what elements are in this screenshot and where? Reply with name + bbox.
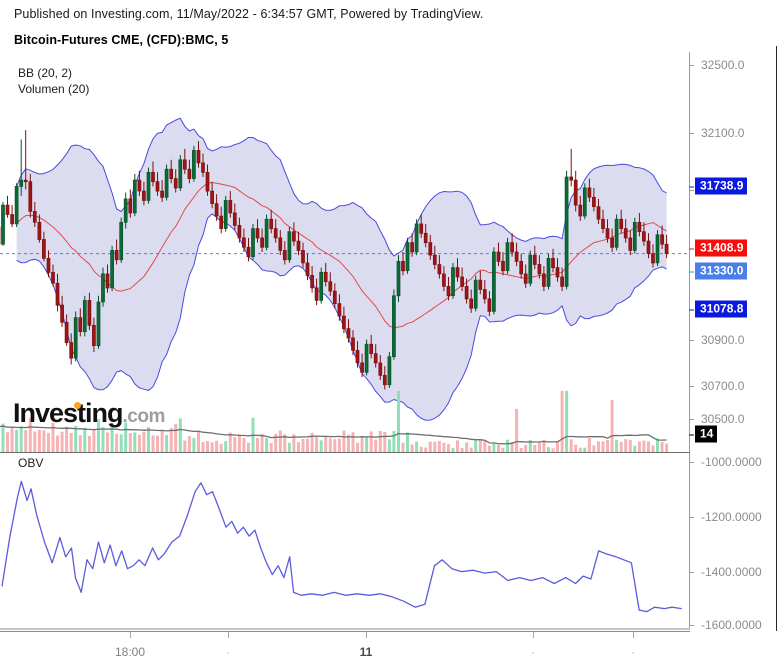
bollinger-bands-legend: BB (20, 2) — [18, 66, 73, 80]
obv-chart-canvas — [0, 480, 690, 630]
time-tick-mark — [366, 632, 367, 638]
obv-tick-mark — [689, 517, 694, 518]
price-tick-mark — [689, 386, 694, 387]
obv-tick-mark — [689, 462, 694, 463]
watermark-dot-icon — [74, 402, 81, 409]
time-tick-label: · — [226, 645, 230, 659]
obv-tick-label: -1600.0000 — [701, 618, 762, 632]
volume-value[interactable]: 14 — [689, 425, 718, 443]
badge-tick-mark — [689, 434, 694, 435]
bb-lower-value[interactable]: 31078.8 — [689, 300, 748, 318]
sma-value[interactable]: 31408.9 — [689, 239, 748, 257]
time-tick-mark — [633, 632, 634, 638]
badge-tick-mark — [689, 309, 694, 310]
price-axis-line — [689, 52, 690, 452]
price-tick-label: 30900.0 — [701, 333, 745, 347]
price-tick-label: 32500.0 — [701, 58, 745, 72]
time-tick-mark — [228, 632, 229, 638]
badge-tick-mark — [689, 271, 694, 272]
time-tick-label: · — [631, 645, 635, 659]
time-axis-line — [0, 631, 690, 632]
volume-legend: Volumen (20) — [18, 82, 90, 96]
price-chart-canvas — [0, 117, 690, 452]
time-tick-mark — [130, 632, 131, 638]
publish-credit-text: Published on Investing.com, 11/May/2022 … — [14, 7, 484, 21]
price-tick-mark — [689, 65, 694, 66]
price-tick-mark — [689, 133, 694, 134]
watermark-tld: .com — [122, 406, 166, 427]
obv-tick-label: -1000.0000 — [701, 455, 762, 469]
time-tick-label: 18:00 — [114, 645, 146, 659]
symbol-title: Bitcoin-Futures CME, (CFD):BMC, 5 — [14, 33, 229, 47]
obv-tick-mark — [689, 572, 694, 573]
obv-chart-panel[interactable] — [0, 453, 690, 631]
price-axis[interactable]: 32500.032100.031700.030900.030700.030500… — [689, 52, 777, 452]
time-tick-label: 11 — [359, 645, 373, 659]
obv-axis[interactable]: -1000.0000 -1200.0000 -1400.0000 -1600.0000 — [689, 453, 777, 632]
panel-separator — [0, 452, 690, 453]
last-price-value[interactable]: 31330.0 — [689, 262, 748, 280]
investing-watermark: Investing.com — [13, 400, 165, 427]
obv-axis-line — [689, 453, 690, 628]
badge-tick-mark — [689, 186, 694, 187]
obv-tick-label: -1400.0000 — [701, 565, 762, 579]
price-tick-label: 30500.0 — [701, 412, 745, 426]
price-tick-mark — [689, 340, 694, 341]
price-tick-mark — [689, 190, 694, 191]
time-axis[interactable]: 18:00 · 11 · · — [0, 631, 777, 663]
obv-legend: OBV — [18, 456, 44, 470]
price-tick-label: 32100.0 — [701, 126, 745, 140]
time-tick-mark — [533, 632, 534, 638]
obv-tick-label: -1200.0000 — [701, 510, 762, 524]
price-chart-panel[interactable] — [0, 52, 690, 452]
price-tick-mark — [689, 419, 694, 420]
time-tick-label: · — [531, 645, 535, 659]
watermark-brand: Investing — [13, 398, 124, 428]
badge-tick-mark — [689, 248, 694, 249]
obv-tick-mark — [689, 625, 694, 626]
price-tick-label: 30700.0 — [701, 379, 745, 393]
bb-upper-value[interactable]: 31738.9 — [689, 177, 748, 195]
